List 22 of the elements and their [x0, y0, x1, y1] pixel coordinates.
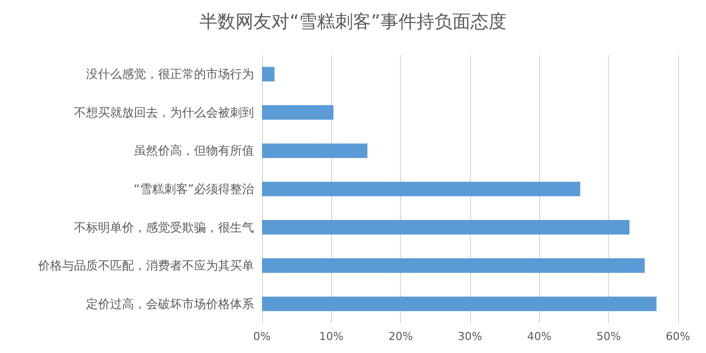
x-tick-label: 40% — [527, 330, 552, 343]
bar — [262, 143, 368, 158]
x-tick-label: 10% — [319, 330, 344, 343]
bar — [262, 66, 274, 82]
y-tick-label: 定价过高，会破坏市场价格体系 — [86, 296, 254, 311]
chart-title: 半数网友对“雪糕刺客”事件持负面态度 — [200, 12, 506, 32]
x-tick-label: 50% — [596, 330, 621, 343]
x-tick-label: 0% — [253, 330, 271, 343]
y-tick-label: “雪糕刺客”必须得整治 — [134, 182, 254, 196]
bar — [262, 220, 630, 235]
y-tick-label: 虽然价高，但物有所值 — [134, 144, 254, 158]
bar — [262, 296, 657, 312]
y-tick-label: 价格与品质不匹配，消费者不应为其买单 — [37, 258, 254, 273]
bar — [262, 105, 334, 120]
x-tick-label: 30% — [458, 330, 482, 343]
y-tick-label: 没什么感觉，很正常的市场行为 — [86, 67, 254, 82]
bar — [262, 258, 645, 273]
x-tick-label: 60% — [666, 330, 690, 343]
y-tick-label: 不想买就放回去，为什么会被刺到 — [74, 105, 254, 120]
y-tick-label: 不标明单价，感觉受欺骗，很生气 — [74, 220, 254, 234]
bar — [262, 182, 580, 196]
x-tick-label: 20% — [388, 330, 413, 343]
